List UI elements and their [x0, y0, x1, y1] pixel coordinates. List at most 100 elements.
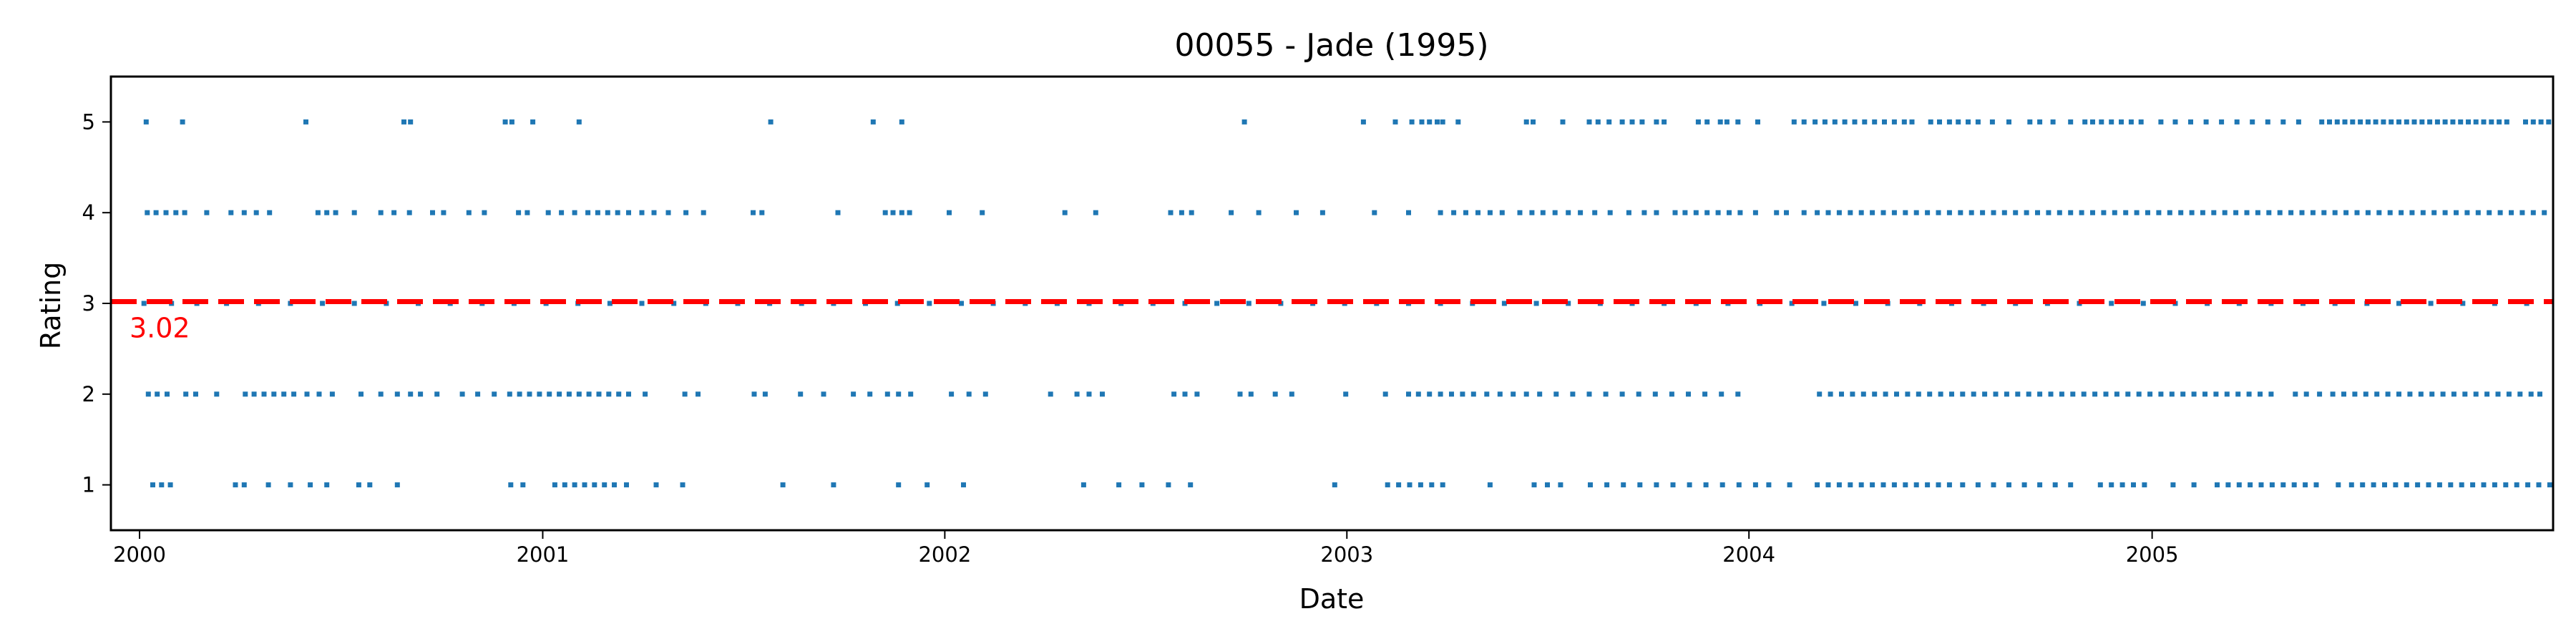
data-point — [547, 391, 552, 397]
data-point — [1966, 119, 1971, 125]
data-point — [2418, 391, 2424, 397]
data-point — [1938, 391, 1943, 397]
data-point — [2280, 482, 2286, 488]
data-point — [1248, 391, 1254, 397]
data-point — [180, 119, 185, 125]
data-point — [2473, 391, 2479, 397]
data-point — [159, 482, 165, 488]
data-point — [1766, 482, 1772, 488]
data-point — [2090, 210, 2095, 215]
data-point — [2530, 119, 2536, 125]
y-tick-label: 1 — [82, 473, 95, 497]
data-point — [2172, 119, 2178, 125]
data-point — [1636, 391, 1641, 397]
data-point — [982, 391, 988, 397]
data-point — [165, 391, 170, 397]
x-tick-label: 2002 — [918, 542, 971, 567]
data-point — [2420, 210, 2426, 215]
data-point — [2415, 482, 2421, 488]
data-point — [2352, 391, 2358, 397]
data-point — [2334, 119, 2340, 125]
data-point — [401, 119, 406, 125]
data-point — [665, 210, 671, 215]
data-point — [1937, 119, 1942, 125]
data-point — [1813, 119, 1818, 125]
data-point — [1382, 391, 1388, 397]
data-point — [1755, 119, 1760, 125]
data-point — [924, 482, 930, 488]
data-point — [1801, 119, 1807, 125]
data-point — [2046, 210, 2051, 215]
data-point — [2158, 391, 2164, 397]
data-point — [653, 482, 659, 488]
data-point — [582, 482, 587, 488]
data-point — [2310, 210, 2316, 215]
data-point — [780, 482, 786, 488]
data-point — [1654, 210, 1659, 215]
data-point — [1736, 482, 1742, 488]
data-point — [1511, 391, 1516, 397]
data-point — [1560, 119, 1566, 125]
data-point — [2389, 119, 2394, 125]
data-point — [143, 119, 149, 125]
data-point — [2547, 482, 2552, 488]
data-point — [884, 391, 890, 397]
data-point — [2246, 391, 2252, 397]
data-point — [520, 482, 526, 488]
data-point — [1858, 210, 1864, 215]
x-tick-label: 2001 — [517, 542, 570, 567]
data-point — [2509, 210, 2514, 215]
data-point — [1139, 482, 1145, 488]
x-tick-label: 2000 — [113, 542, 166, 567]
data-point — [2268, 391, 2274, 397]
data-point — [2050, 119, 2056, 125]
data-point — [291, 391, 297, 397]
data-point — [418, 391, 424, 397]
data-point — [391, 210, 397, 215]
data-point — [2099, 119, 2104, 125]
data-point — [1719, 482, 1725, 488]
data-point — [517, 391, 522, 397]
data-point — [378, 210, 384, 215]
data-point — [1415, 391, 1421, 397]
data-point — [894, 301, 900, 306]
data-point — [616, 391, 622, 397]
data-point — [1427, 391, 1433, 397]
data-point — [1241, 119, 1247, 125]
data-point — [1484, 391, 1490, 397]
mean-label: 3.02 — [130, 312, 190, 343]
data-point — [2114, 391, 2119, 397]
data-point — [1872, 119, 1878, 125]
data-point — [1862, 119, 1868, 125]
data-point — [1991, 210, 1996, 215]
data-point — [896, 391, 902, 397]
data-point — [2382, 482, 2387, 488]
data-point — [1880, 482, 1886, 488]
data-point — [585, 210, 591, 215]
data-point — [2399, 210, 2404, 215]
x-tick-label: 2004 — [1722, 542, 1775, 567]
data-point — [2234, 119, 2240, 125]
data-point — [2341, 391, 2346, 397]
data-point — [2464, 210, 2470, 215]
data-point — [2026, 391, 2031, 397]
data-point — [2013, 210, 2019, 215]
data-point — [2396, 119, 2401, 125]
data-point — [2158, 119, 2164, 125]
data-point — [1982, 391, 1988, 397]
data-point — [2215, 482, 2220, 488]
data-point — [2336, 482, 2341, 488]
data-point — [2481, 482, 2487, 488]
data-point — [2404, 119, 2409, 125]
data-point — [1641, 210, 1647, 215]
data-point — [605, 210, 610, 215]
data-point — [759, 210, 765, 215]
data-point — [751, 391, 757, 397]
data-point — [2374, 391, 2380, 397]
data-point — [1822, 119, 1828, 125]
data-point — [1909, 119, 1915, 125]
data-point — [1960, 391, 1966, 397]
data-point — [1360, 119, 1366, 125]
data-point — [459, 391, 465, 397]
data-point — [1703, 482, 1709, 488]
